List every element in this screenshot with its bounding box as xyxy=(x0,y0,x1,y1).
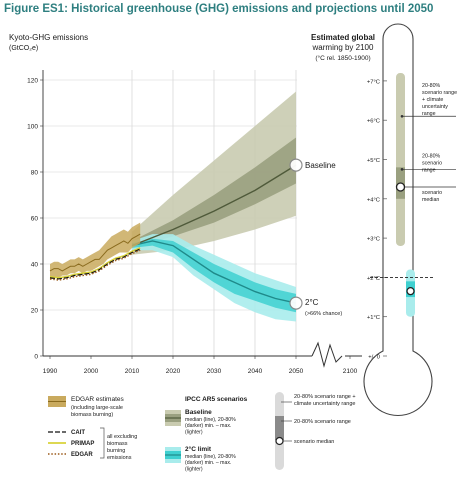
thermo-tick-label-1: +1°C xyxy=(367,315,380,321)
callout-text-1-line-4: uncertainty xyxy=(422,104,448,110)
baseline-median-line xyxy=(131,164,297,247)
legend-excluding-note-line-3: burning xyxy=(107,448,125,454)
y-tick-label-20: 20 xyxy=(31,308,39,315)
x-tick-label-2010: 2010 xyxy=(125,368,140,375)
figure-title: Figure ES1: Historical greenhouse (GHG) … xyxy=(4,3,434,15)
legend-edgar-estimates-sub-line-2: biomass burning) xyxy=(71,412,113,418)
x-tick-label-2000: 2000 xyxy=(84,368,99,375)
x-tick-label-2020: 2020 xyxy=(166,368,181,375)
legend-cait-label: CAIT xyxy=(71,430,85,436)
callout-text-1-line-2: scenario range xyxy=(422,90,457,96)
thermo-limit-median xyxy=(406,287,415,296)
edgar-estimates-band xyxy=(50,222,141,281)
callout-text-1-line-1: 20-80% xyxy=(422,83,441,89)
thermo-tick-label-7: +7°C xyxy=(367,79,380,85)
thermo-tick-label-6: +6°C xyxy=(367,119,380,125)
legend-excluding-note-line-1: all excluding xyxy=(107,434,137,440)
callout-text-1-line-5: range xyxy=(422,111,436,117)
legend-excluding-note-line-2: biomass xyxy=(107,441,128,447)
legend-primap-label: PRIMAP xyxy=(71,441,94,447)
limit-sub-label: (>66% chance) xyxy=(305,311,342,317)
legend-baseline-sub-line-3: (lighter) xyxy=(185,429,203,435)
limit-20-80-band xyxy=(132,238,296,313)
limit-label: 2°C xyxy=(305,298,319,307)
thermo-tick-label-5: +5°C xyxy=(367,158,380,164)
y-tick-label-60: 60 xyxy=(31,216,39,223)
x-tick-label-2030: 2030 xyxy=(207,368,222,375)
y-tick-label-40: 40 xyxy=(31,262,39,269)
thermo-title-line-1: Estimated global xyxy=(311,33,375,42)
legend-limit-label: 2°C limit xyxy=(185,445,212,453)
callout-text-3-line-1: scenario xyxy=(422,190,442,196)
baseline-end-marker xyxy=(289,158,303,172)
y-tick-label-80: 80 xyxy=(31,170,39,177)
x-tick-label-1990: 1990 xyxy=(43,368,58,375)
edgar-line xyxy=(49,249,141,281)
legend-range-uncert-line-2: climate uncertainty range xyxy=(294,401,355,407)
baseline-label: Baseline xyxy=(305,161,336,170)
legend-baseline-sub-line-2: (darker) min. – max. xyxy=(185,423,231,429)
thermo-subtitle: (°C rel. 1850-1900) xyxy=(315,54,370,62)
thermo-baseline-range-bar xyxy=(396,73,405,246)
callout-text-3-line-2: median xyxy=(422,197,439,203)
legend-thermo-20-80-swatch xyxy=(275,416,284,440)
x-tick-label-2050: 2050 xyxy=(289,368,304,375)
legend-range-uncert-line-1: 20-80% scenario range + xyxy=(294,394,356,400)
callout-dot-1 xyxy=(400,114,404,118)
legend-median: scenario median xyxy=(294,439,334,445)
legend-limit-sub-line-2: (darker) min. – max. xyxy=(185,460,231,466)
legend-limit-sub-line-3: (lighter) xyxy=(185,466,203,472)
y-axis-unit: (GtCO₂e) xyxy=(9,45,38,52)
limit-end-marker xyxy=(289,296,303,310)
legend-limit-sub-line-1: median (line), 20-80% xyxy=(185,454,236,460)
callout-text-1-line-3: + climate xyxy=(422,97,443,103)
thermo-tick-label-2: +2°C xyxy=(367,276,380,282)
thermo-title-line-2: warming by 2100 xyxy=(312,43,374,52)
y-axis-label: Kyoto-GHG emissions xyxy=(9,33,88,42)
legend-thermo-median-swatch xyxy=(275,436,284,446)
legend-edgar-estimates-label: EDGAR estimates xyxy=(71,396,124,403)
thermo-tick-label-4: +4°C xyxy=(367,197,380,203)
legend-excluding-note-line-4: emissions xyxy=(107,455,132,461)
edgar-estimates-line xyxy=(49,233,141,272)
callout-dot-2 xyxy=(400,168,404,171)
baseline-minmax-band xyxy=(132,91,296,255)
y-tick-label-0: 0 xyxy=(34,354,38,361)
legend-range: 20-80% scenario range xyxy=(294,419,351,425)
y-tick-label-120: 120 xyxy=(27,78,38,85)
thermo-baseline-median xyxy=(395,182,406,192)
legend-ipcc-title: IPCC AR5 scenarios xyxy=(185,396,248,403)
y-tick-label-100: 100 xyxy=(27,124,38,131)
limit-median-line xyxy=(131,240,297,304)
legend-edgar-estimates-sub-line-1: (including large-scale xyxy=(71,405,123,411)
legend-baseline-sub-line-1: median (line), 20-80% xyxy=(185,417,236,423)
axis-break xyxy=(311,341,343,368)
primap-line xyxy=(49,247,141,279)
x-tick-label-2040: 2040 xyxy=(248,368,263,375)
legend-baseline-label: Baseline xyxy=(185,409,212,416)
callout-text-2-line-2: scenario xyxy=(422,161,442,167)
thermo-tick-label-3: +3°C xyxy=(367,237,380,243)
callout-text-2-line-3: range xyxy=(422,168,436,174)
cait-line xyxy=(49,248,141,280)
legend-edgar-label: EDGAR xyxy=(71,452,93,458)
thermo-tick-label-0: +/- 0 xyxy=(368,355,380,361)
legend-bracket xyxy=(100,427,105,459)
callout-text-2-line-1: 20-80% xyxy=(422,154,441,160)
x-tick-label-2100: 2100 xyxy=(343,368,358,375)
